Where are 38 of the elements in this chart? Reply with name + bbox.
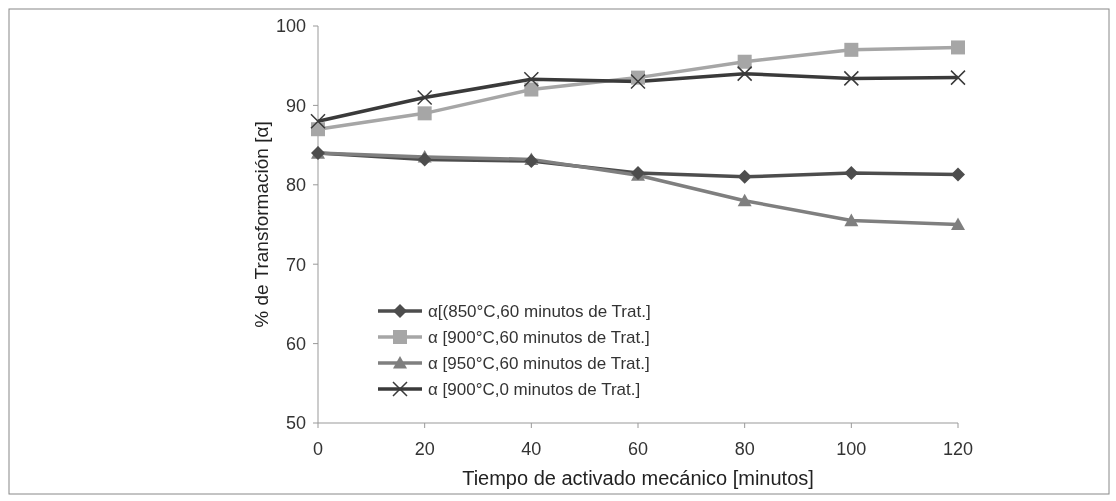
- point: [524, 82, 539, 97]
- x-tick-label: 20: [414, 439, 435, 459]
- point: [844, 213, 859, 227]
- point: [951, 217, 965, 231]
- y-tick-label: 50: [285, 413, 306, 434]
- y-tick-label: 100: [275, 16, 306, 37]
- x-tick-label: 100: [836, 439, 867, 459]
- x-tick-label: 40: [521, 439, 542, 459]
- x-tick-label: 80: [734, 439, 755, 459]
- point: [843, 70, 860, 87]
- x-tick-label: 120: [942, 439, 974, 459]
- point: [844, 42, 859, 57]
- point: [310, 113, 326, 130]
- point: [737, 169, 752, 184]
- point: [844, 165, 859, 180]
- point: [630, 73, 646, 90]
- point: [417, 106, 432, 121]
- point: [737, 54, 752, 69]
- legend-label: α [900°C,0 minutos de Trat.]: [428, 379, 641, 399]
- point: [736, 65, 753, 82]
- point: [417, 152, 432, 167]
- point: [416, 89, 433, 106]
- legend-label: α[(850°C,60 minutos de Trat.]: [428, 301, 651, 321]
- point: [951, 167, 965, 182]
- legend-label: α [950°C,60 minutos de Trat.]: [428, 353, 650, 373]
- legend-label: α [900°C,60 minutos de Trat.]: [428, 327, 650, 347]
- y-tick-label: 60: [285, 333, 306, 354]
- y-tick-label: 70: [285, 254, 306, 275]
- y-axis-title: % de Transformación [α]: [251, 121, 272, 328]
- x-tick-label: 60: [627, 439, 649, 459]
- point: [951, 40, 965, 55]
- y-tick-label: 80: [285, 175, 306, 196]
- point: [523, 71, 540, 87]
- x-tick-label: 0: [312, 439, 324, 459]
- x-axis-title: Tiempo de activado mecánico [minutos]: [462, 467, 814, 489]
- point: [950, 69, 966, 86]
- point: [737, 193, 752, 207]
- y-tick-label: 90: [285, 95, 306, 116]
